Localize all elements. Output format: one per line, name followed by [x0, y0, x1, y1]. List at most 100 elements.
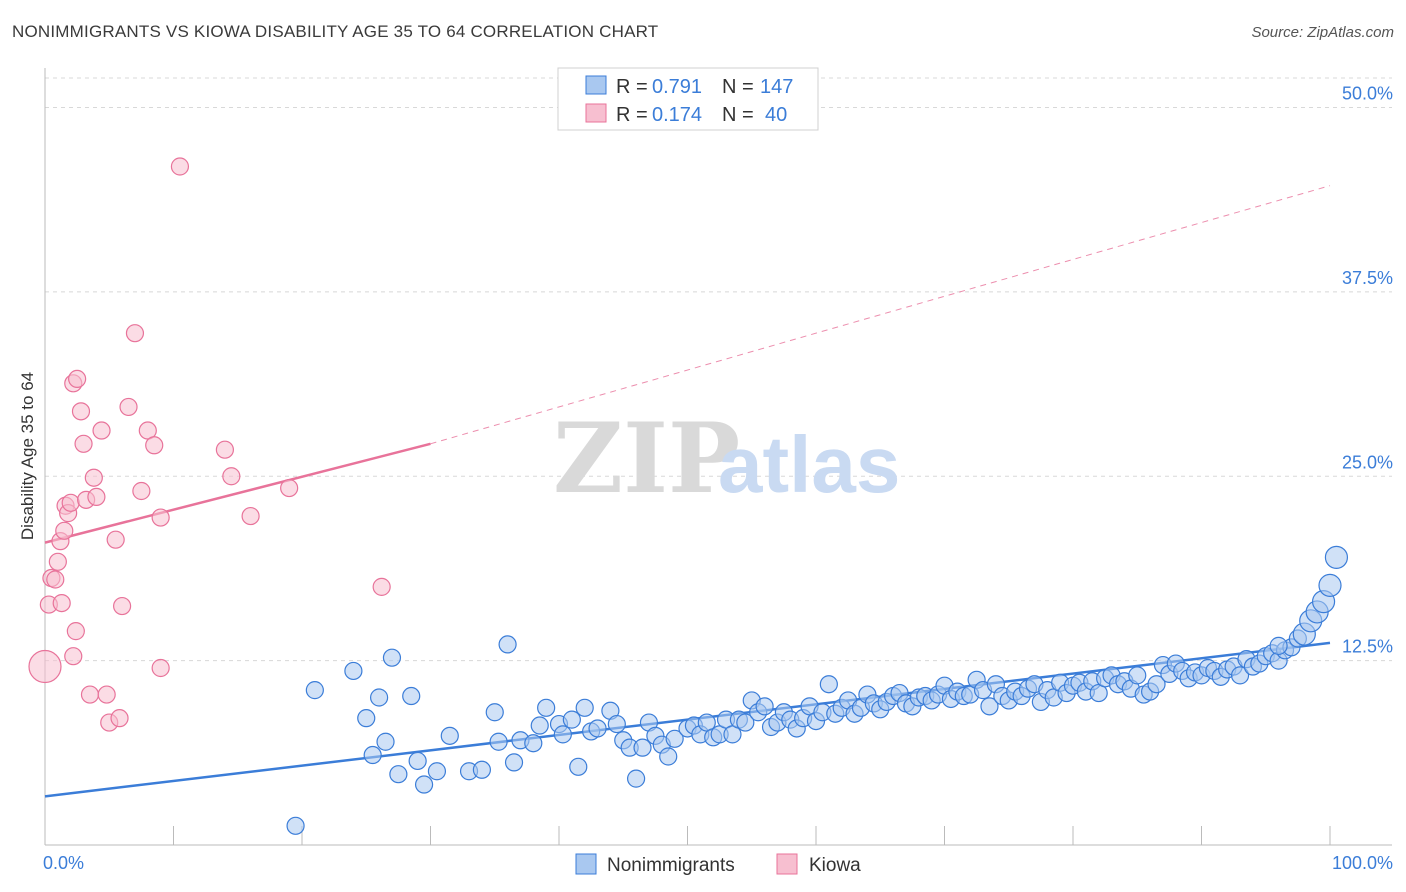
series-kiowa	[28, 157, 391, 732]
watermark-zip: ZIP	[553, 402, 740, 515]
data-point-kiowa	[170, 157, 190, 176]
data-point-nonimmigrants	[588, 719, 607, 738]
data-point-kiowa	[61, 493, 80, 512]
bottom-legend-swatch-pink	[776, 853, 798, 875]
legend-swatch-blue	[585, 75, 607, 95]
data-point-kiowa	[48, 552, 67, 571]
y-tick-label: 50.0%	[1342, 84, 1393, 104]
data-point-nonimmigrants	[408, 751, 427, 771]
bottom-legend-nonimmigrants: Nonimmigrants	[607, 855, 735, 876]
data-point-nonimmigrants	[755, 697, 774, 716]
data-point-nonimmigrants	[485, 703, 504, 722]
data-point-kiowa	[64, 647, 83, 666]
data-point-kiowa	[74, 434, 93, 453]
data-point-nonimmigrants	[1147, 675, 1166, 694]
y-axis-label: Disability Age 35 to 64	[18, 372, 37, 540]
data-point-kiowa	[71, 402, 91, 421]
legend-box: R = 0.791 N = 147 R = 0.174 N = 40	[557, 67, 819, 131]
data-point-nonimmigrants	[504, 753, 524, 772]
x-tick-labels: 0.0% 100.0%	[43, 853, 1393, 873]
data-point-nonimmigrants	[665, 729, 684, 748]
data-point-nonimmigrants	[376, 732, 395, 751]
data-point-nonimmigrants	[633, 738, 652, 757]
data-point-nonimmigrants	[553, 725, 572, 744]
data-point-nonimmigrants	[607, 714, 626, 734]
data-point-nonimmigrants	[498, 635, 517, 654]
data-point-nonimmigrants	[1269, 636, 1288, 655]
data-point-nonimmigrants	[357, 709, 376, 728]
legend-n-value-2: 40	[765, 104, 787, 126]
data-point-nonimmigrants	[626, 769, 646, 788]
y-tick-label: 37.5%	[1342, 268, 1393, 288]
data-point-kiowa	[145, 436, 164, 455]
data-point-nonimmigrants	[569, 757, 588, 776]
data-point-kiowa	[110, 709, 129, 728]
data-point-nonimmigrants	[980, 697, 999, 716]
legend-n-label-1: N =	[722, 76, 754, 98]
y-tick-label: 12.5%	[1342, 637, 1393, 657]
legend-n-value-1: 147	[760, 76, 793, 98]
bottom-legend: Nonimmigrants Kiowa	[575, 853, 861, 876]
data-point-kiowa	[68, 369, 87, 388]
data-point-nonimmigrants	[489, 732, 508, 751]
data-point-nonimmigrants	[440, 726, 459, 745]
legend-r-label-2: R =	[616, 104, 648, 126]
data-point-nonimmigrants	[659, 747, 678, 766]
data-point-kiowa	[80, 685, 100, 704]
chart-title: NONIMMIGRANTS VS KIOWA DISABILITY AGE 35…	[12, 22, 659, 41]
data-point-nonimmigrants	[427, 762, 447, 781]
x-tick-label: 100.0%	[1332, 853, 1393, 873]
data-point-kiowa	[52, 593, 71, 613]
bottom-legend-kiowa: Kiowa	[809, 855, 861, 876]
data-point-nonimmigrants	[1128, 666, 1147, 685]
legend-r-value-2: 0.174	[652, 104, 702, 126]
source-label: Source: ZipAtlas.com	[1251, 24, 1394, 41]
data-point-kiowa	[28, 649, 62, 684]
data-point-kiowa	[280, 478, 299, 498]
data-point-nonimmigrants	[370, 688, 389, 707]
data-point-nonimmigrants	[414, 775, 434, 794]
legend-swatch-pink	[585, 103, 607, 123]
data-point-kiowa	[84, 468, 103, 487]
data-point-kiowa	[132, 481, 151, 501]
data-point-nonimmigrants	[305, 681, 324, 700]
data-point-nonimmigrants	[1324, 545, 1349, 569]
data-point-kiowa	[222, 467, 241, 486]
data-point-kiowa	[97, 685, 116, 704]
data-point-nonimmigrants	[344, 661, 363, 681]
data-point-nonimmigrants	[537, 698, 556, 717]
data-point-kiowa	[46, 570, 65, 589]
watermark-atlas: atlas	[718, 420, 900, 509]
data-point-nonimmigrants	[1230, 666, 1250, 685]
series-nonimmigrants	[286, 545, 1349, 835]
data-point-nonimmigrants	[524, 734, 543, 753]
data-point-nonimmigrants	[530, 716, 549, 735]
data-point-nonimmigrants	[472, 760, 491, 779]
x-tick-label: 0.0%	[43, 853, 84, 873]
data-point-kiowa	[151, 658, 170, 678]
grid-lines	[45, 77, 1392, 662]
data-point-kiowa	[112, 596, 132, 616]
data-point-nonimmigrants	[402, 686, 421, 706]
data-point-kiowa	[215, 440, 234, 459]
data-point-nonimmigrants	[819, 675, 838, 694]
watermark: ZIP atlas	[553, 402, 900, 515]
data-point-kiowa	[106, 530, 125, 549]
legend-r-value-1: 0.791	[652, 76, 702, 98]
data-point-kiowa	[241, 506, 260, 526]
data-point-nonimmigrants	[1318, 573, 1342, 598]
data-point-kiowa	[92, 421, 111, 440]
data-point-kiowa	[125, 324, 145, 343]
legend-r-label-1: R =	[616, 76, 648, 98]
data-point-nonimmigrants	[363, 745, 382, 765]
bottom-legend-swatch-blue	[575, 853, 597, 875]
data-point-nonimmigrants	[562, 710, 581, 729]
data-point-nonimmigrants	[286, 816, 305, 835]
data-point-nonimmigrants	[382, 648, 402, 667]
data-point-nonimmigrants	[575, 698, 594, 717]
y-tick-label: 25.0%	[1342, 452, 1393, 472]
legend-n-label-2: N =	[722, 104, 754, 126]
data-point-kiowa	[66, 622, 85, 641]
data-point-nonimmigrants	[736, 713, 755, 732]
